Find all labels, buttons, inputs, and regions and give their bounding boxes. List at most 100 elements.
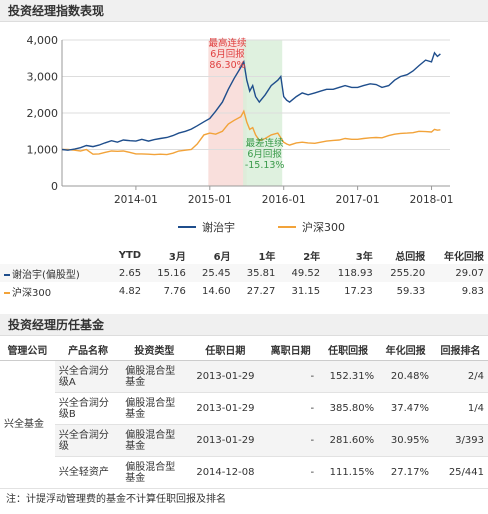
perf-header-cell: 6月 — [213, 251, 231, 263]
fund-row: 兴全合润分级偏股混合型 基金 2013-01-29-281.60% 30.95% 3/3… — [0, 424, 488, 457]
fund-return-cell: 152.31% — [318, 360, 379, 393]
perf-value-cell: 49.52 — [291, 267, 321, 279]
fund-start-date-cell: 2013-01-29 — [187, 392, 264, 425]
perf-value-cell: 14.60 — [202, 285, 231, 297]
fund-start-date-cell: 2014-12-08 — [187, 456, 264, 489]
fund-history-table: 管理公司 产品名称 投资类型 任职日期 离职日期 任职回报 年化回报 回报排名 兴全基金 兴全合… — [0, 338, 488, 489]
perf-value-cell: 7.76 — [163, 285, 186, 297]
series-color-marker — [4, 291, 10, 294]
fund-annual-return-cell: 20.48% — [378, 360, 434, 393]
fund-row: 兴全基金 兴全合润分 级A 偏股混合型 基金 2013-01-29-152.31% 20.4… — [0, 360, 488, 489]
perf-header-cell: 3月 — [168, 251, 186, 263]
perf-value-cell: 2.65 — [118, 267, 142, 279]
footnote: 注：计提浮动管理费的基金不计算任职回报及排名 — [6, 494, 226, 505]
fund-header-cell: 任职回报 — [318, 338, 379, 361]
fund-start-date-cell: 2013-01-29 — [187, 424, 264, 457]
fund-header-cell: 任职日期 — [187, 338, 264, 361]
annotation-text: 最高连续 — [209, 37, 248, 49]
fund-return-cell: 385.80% — [318, 392, 379, 425]
fund-end-date-cell: - — [263, 360, 319, 393]
section-title-history: 投资经理历任基金 — [0, 314, 488, 336]
legend-label-1: 沪深300 — [302, 220, 345, 234]
perf-header-cell — [0, 246, 108, 264]
fund-header-cell: 产品名称 — [54, 338, 122, 361]
x-tick-label: 2016-01 — [262, 194, 306, 206]
fund-header-cell: 投资类型 — [121, 338, 188, 361]
annotation-text: 6月回报 — [247, 148, 282, 160]
fund-table-header: 管理公司 产品名称 投资类型 任职日期 离职日期 任职回报 年化回报 回报排名 — [0, 338, 488, 361]
perf-header-cell: 年化回报 — [444, 251, 484, 263]
perf-row-name: 沪深300 — [0, 282, 108, 300]
x-tick-label: 2015-01 — [188, 194, 232, 206]
perf-row-name: 谢治宇(偏股型) — [0, 264, 108, 282]
series-line-0 — [61, 51, 441, 151]
y-tick-label: 1,000 — [27, 144, 59, 157]
y-tick-label: 4,000 — [27, 34, 59, 47]
annotation-text: 最差连续 — [246, 137, 285, 149]
fund-rank-cell: 1/4 — [433, 392, 488, 425]
fund-header-cell: 管理公司 — [0, 338, 55, 361]
perf-value-cell: 9.83 — [461, 285, 484, 297]
perf-value-cell: 17.23 — [344, 285, 373, 297]
fund-header-cell: 回报排名 — [433, 338, 488, 361]
fund-product-cell: 兴全合润分级 — [54, 424, 122, 457]
fund-product-cell: 兴全合润分 级B — [54, 392, 122, 425]
fund-end-date-cell: - — [263, 456, 319, 489]
perf-header-cell: 1年 — [258, 251, 276, 263]
y-tick-label: 0 — [51, 180, 58, 193]
perf-value-cell: 27.27 — [246, 285, 276, 297]
x-tick-label: 2014-01 — [114, 194, 158, 206]
fund-annual-return-cell: 37.47% — [378, 392, 434, 425]
perf-value-cell: 31.15 — [291, 285, 321, 297]
perf-value-cell: 15.16 — [157, 267, 186, 279]
fund-rank-cell: 3/393 — [433, 424, 488, 457]
fund-product-cell: 兴全轻资产 — [54, 456, 122, 489]
fund-type-cell: 偏股混合型 基金 — [121, 392, 188, 425]
fund-type-cell: 偏股混合型 基金 — [121, 360, 188, 393]
section-title-performance: 投资经理指数表现 — [0, 0, 488, 22]
perf-value-cell: 25.45 — [202, 267, 231, 279]
perf-value-cell: 255.20 — [390, 267, 426, 279]
y-tick-label: 3,000 — [27, 71, 59, 84]
y-tick-label: 2,000 — [27, 107, 59, 120]
perf-header-cell: YTD — [118, 249, 142, 261]
fund-header-cell: 年化回报 — [378, 338, 434, 361]
fund-rank-cell: 2/4 — [433, 360, 488, 393]
fund-header-cell: 离职日期 — [263, 338, 319, 361]
x-tick-label: 2018-01 — [410, 194, 454, 206]
perf-value-cell: 118.93 — [337, 267, 373, 279]
fund-end-date-cell: - — [263, 392, 319, 425]
annotation-text: -15.13% — [245, 160, 285, 171]
performance-table: YTD 3月 6月 1年 2年 3年 总回报 年化回报 谢治宇(偏股型) 2.65 15.16 25… — [0, 246, 488, 300]
legend-label-0: 谢治宇 — [202, 220, 235, 234]
fund-end-date-cell: - — [263, 424, 319, 457]
fund-rank-cell: 25/441 — [433, 456, 488, 489]
perf-header-cell: 3年 — [355, 251, 373, 263]
perf-row: 谢治宇(偏股型) 2.65 15.16 25.45 35.81 49.52 118.93 25… — [0, 264, 488, 282]
series-color-marker — [4, 273, 10, 276]
perf-value-cell: 35.81 — [246, 267, 276, 279]
perf-value-cell: 4.82 — [118, 285, 142, 297]
fund-row: 兴全合润分 级B 偏股混合型 基金 2013-01-29-385.80% 37.47% 1/… — [0, 392, 488, 425]
annotation-text: 6月回报 — [210, 48, 245, 60]
fund-type-cell: 偏股混合型 基金 — [121, 456, 188, 489]
fund-company-cell: 兴全基金 — [0, 360, 55, 489]
perf-row: 沪深300 4.82 7.76 14.60 27.27 31.15 17.23 59.33 9.… — [0, 282, 488, 300]
perf-header-cell: 总回报 — [395, 251, 426, 263]
fund-annual-return-cell: 30.95% — [378, 424, 434, 457]
fund-annual-return-cell: 27.17% — [378, 456, 434, 489]
annotation-text: 86.30% — [209, 60, 245, 71]
fund-product-cell: 兴全合润分 级A — [54, 360, 122, 393]
fund-return-cell: 111.15% — [318, 456, 379, 489]
fund-start-date-cell: 2013-01-29 — [187, 360, 264, 393]
perf-header-cell: 2年 — [303, 251, 321, 263]
series-line-1 — [62, 109, 441, 156]
fund-type-cell: 偏股混合型 基金 — [121, 424, 188, 457]
perf-value-cell: 29.07 — [455, 267, 484, 279]
x-tick-label: 2017-01 — [336, 194, 380, 206]
performance-table-header: YTD 3月 6月 1年 2年 3年 总回报 年化回报 — [0, 246, 488, 264]
fund-return-cell: 281.60% — [318, 424, 379, 457]
perf-value-cell: 59.33 — [396, 285, 426, 297]
performance-line-chart: 4,000 3,000 2,000 1,000 0 2014-01 2015-01 2016-… — [27, 34, 454, 234]
fund-row: 兴全轻资产 偏股混合型 基金 2014-12-08-111.15% 27.17% 25/4… — [0, 456, 488, 489]
